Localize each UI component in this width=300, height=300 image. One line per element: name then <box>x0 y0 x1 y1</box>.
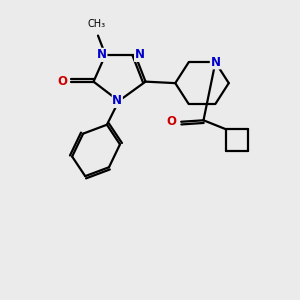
Text: N: N <box>210 56 220 69</box>
Text: N: N <box>112 94 122 107</box>
Text: O: O <box>57 75 67 88</box>
Text: CH₃: CH₃ <box>87 19 106 29</box>
Text: N: N <box>97 48 107 62</box>
Text: N: N <box>135 48 145 62</box>
Text: O: O <box>167 115 177 128</box>
